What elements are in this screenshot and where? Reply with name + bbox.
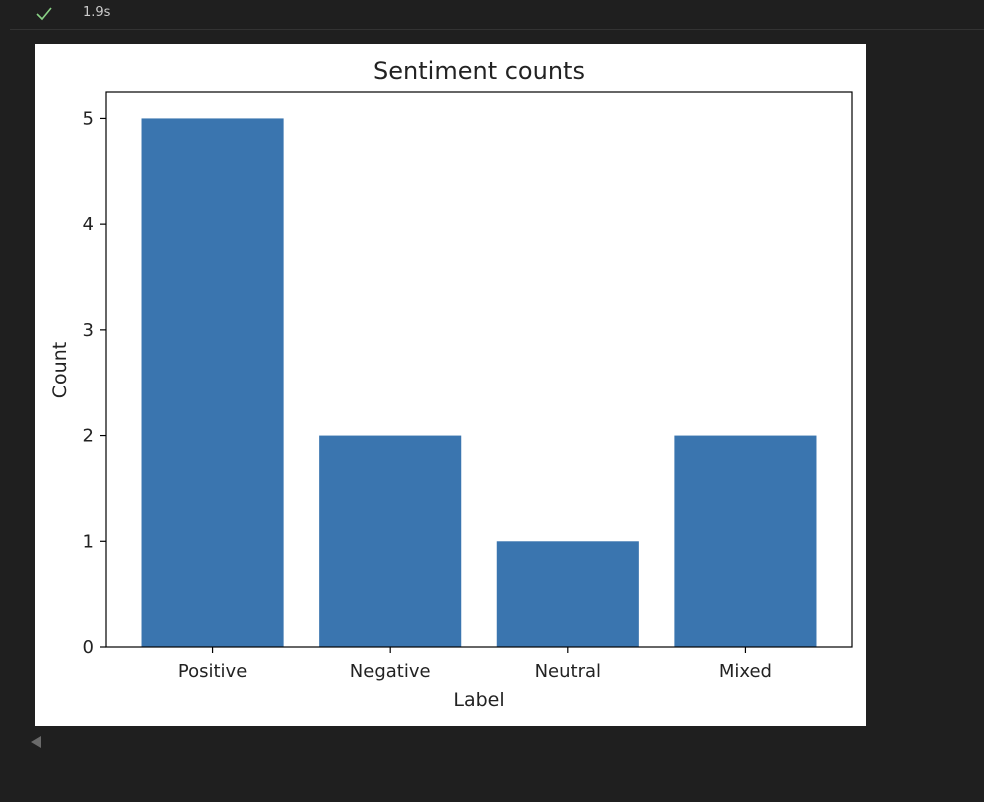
bar-negative — [319, 435, 462, 647]
cell-status-bar: 1.9s — [10, 0, 984, 30]
y-axis-label: Count — [49, 342, 71, 398]
y-tick-label: 2 — [83, 426, 94, 447]
y-tick-label: 1 — [83, 531, 94, 552]
bars-group — [141, 118, 817, 647]
y-axis: 0 1 2 3 4 5 — [83, 108, 106, 658]
x-tick-label: Mixed — [719, 661, 772, 682]
bar-mixed — [674, 435, 817, 647]
cell-output: Sentiment counts 0 1 2 3 4 5 Positive Negative… — [35, 44, 866, 726]
bar-positive — [141, 118, 284, 647]
y-tick-label: 5 — [83, 108, 94, 129]
x-tick-label: Neutral — [535, 661, 601, 682]
x-tick-label: Positive — [178, 661, 247, 682]
execution-time: 1.9s — [83, 5, 111, 20]
chart-title: Sentiment counts — [373, 57, 585, 85]
plot-frame — [105, 91, 853, 648]
y-tick-label: 3 — [83, 320, 94, 341]
y-tick-label: 0 — [83, 637, 94, 658]
bar-chart: Sentiment counts 0 1 2 3 4 5 Positive Negative… — [49, 57, 853, 711]
bar-neutral — [496, 541, 639, 647]
collapse-arrow-icon[interactable] — [29, 735, 43, 749]
y-tick-label: 4 — [83, 214, 94, 235]
x-axis: Positive Negative Neutral Mixed — [178, 647, 772, 682]
x-axis-label: Label — [453, 689, 504, 711]
x-tick-label: Negative — [350, 661, 431, 682]
check-icon — [36, 7, 52, 21]
